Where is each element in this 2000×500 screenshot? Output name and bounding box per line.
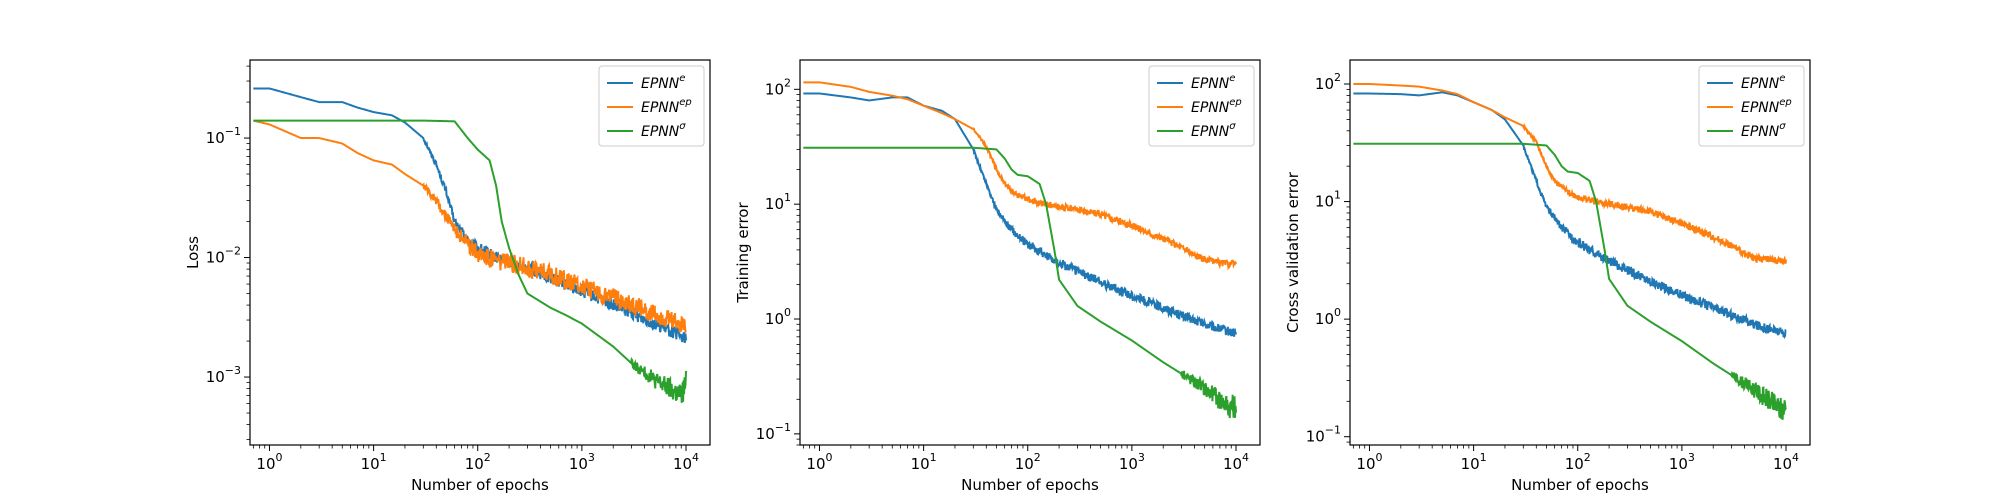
y-tick-label: 101 <box>765 191 791 213</box>
legend-box <box>1148 65 1255 147</box>
x-tick-label: 101 <box>361 451 387 473</box>
legend-entry: EPNNσ <box>1741 121 1786 140</box>
y-tick-label: 10−1 <box>756 421 791 443</box>
series-line-e <box>1353 91 1787 340</box>
y-tick-label: 10−3 <box>206 364 241 386</box>
y-tick-label: 100 <box>765 306 791 328</box>
y-tick-label: 102 <box>765 76 791 98</box>
series-line-ep <box>253 119 687 335</box>
legend-box <box>1698 65 1805 147</box>
x-tick-label: 102 <box>1015 451 1041 473</box>
x-tick-label: 102 <box>1565 451 1591 473</box>
plot-frame <box>249 59 711 446</box>
series-line-sigma <box>803 146 1237 419</box>
x-axis-label: Number of epochs <box>1511 476 1649 494</box>
y-axis-label: Loss <box>184 236 202 269</box>
y-tick-label: 10−2 <box>206 245 241 267</box>
x-tick-label: 100 <box>256 451 282 473</box>
y-axis-label: Cross validation error <box>1284 171 1302 333</box>
chart-panel-1: 100 101 102 103 104 10−3 10−2 10−1 Number of epo… <box>184 59 711 494</box>
chart-panel-3: 100 101 102 103 104 10−1 100 101 102 Number of ep… <box>1284 59 1811 494</box>
x-tick-label: 100 <box>1356 451 1382 473</box>
x-tick-label: 103 <box>1119 451 1145 473</box>
legend: EPNNe EPNNep EPNNσ <box>1698 65 1805 147</box>
series-line-sigma <box>253 119 687 403</box>
legend-entry: EPNNσ <box>1191 121 1236 140</box>
legend-entry: EPNNe <box>1191 73 1235 92</box>
x-tick-label: 104 <box>673 451 699 473</box>
series-line-ep <box>803 81 1237 271</box>
x-axis-label: Number of epochs <box>411 476 549 494</box>
plot-frame <box>799 59 1261 446</box>
x-axis-label: Number of epochs <box>961 476 1099 494</box>
y-tick-label: 10−1 <box>1306 424 1341 446</box>
chart-panel-2: 100 101 102 103 104 10−1 100 101 102 Number of ep… <box>734 59 1261 494</box>
y-tick-label: 101 <box>1315 189 1341 211</box>
x-tick-label: 101 <box>1461 451 1487 473</box>
x-tick-label: 103 <box>569 451 595 473</box>
series-line-e <box>803 92 1237 337</box>
x-tick-label: 103 <box>1669 451 1695 473</box>
legend-entry: EPNNep <box>1191 97 1242 116</box>
legend-entry: EPNNep <box>641 97 692 116</box>
legend-box <box>598 65 705 147</box>
x-tick-label: 101 <box>911 451 937 473</box>
legend-entry: EPNNe <box>1741 73 1785 92</box>
x-tick-label: 102 <box>465 451 491 473</box>
x-tick-label: 100 <box>806 451 832 473</box>
legend-entry: EPNNσ <box>641 121 686 140</box>
x-tick-label: 104 <box>1223 451 1249 473</box>
x-tick-label: 104 <box>1773 451 1799 473</box>
y-tick-label: 10−1 <box>206 125 241 147</box>
legend-entry: EPNNep <box>1741 97 1792 116</box>
legend-entry: EPNNe <box>641 73 685 92</box>
series-line-ep <box>1353 83 1787 265</box>
legend: EPNNe EPNNep EPNNσ <box>1148 65 1255 147</box>
plot-frame <box>1349 59 1811 446</box>
y-tick-label: 102 <box>1315 71 1341 93</box>
legend: EPNNe EPNNep EPNNσ <box>598 65 705 147</box>
series-line-sigma <box>1353 142 1787 420</box>
y-tick-label: 100 <box>1315 306 1341 328</box>
y-axis-label: Training error <box>734 202 752 304</box>
